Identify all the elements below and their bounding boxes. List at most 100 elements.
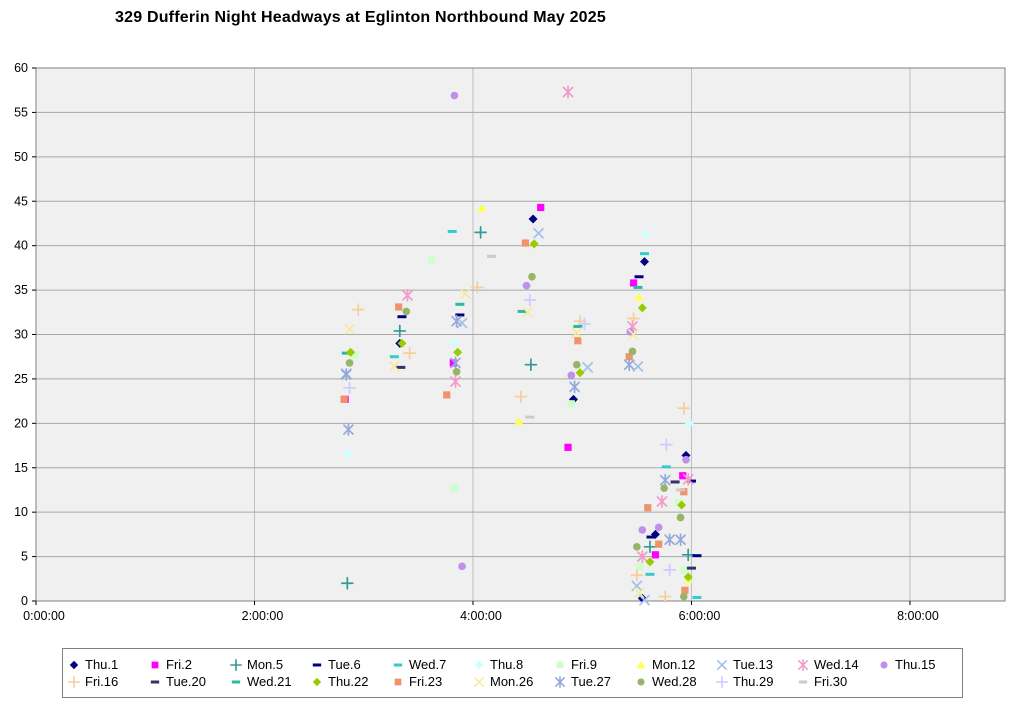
legend-item-tue-6: Tue.6 [310, 657, 391, 672]
y-axis-tick-label: 5 [21, 550, 28, 564]
legend-label: Fri.16 [85, 674, 119, 689]
y-axis-tick-label: 40 [14, 239, 28, 253]
chart-title: 329 Dufferin Night Headways at Eglinton … [115, 9, 606, 26]
legend-item-wed-7: Wed.7 [391, 657, 472, 672]
legend-item-mon-12: Mon.12 [634, 657, 715, 672]
legend-item-fri-9: Fri.9 [553, 657, 634, 672]
x-axis-tick-label: 0:00:00 [23, 609, 65, 623]
x-marker-icon [474, 676, 484, 687]
legend-item-wed-28: Wed.28 [634, 674, 715, 689]
y-axis-tick-label: 10 [14, 505, 28, 519]
series-fri-16 [351, 281, 691, 603]
y-axis-tick-label: 25 [14, 372, 28, 386]
legend-item-fri-23: Fri.23 [391, 674, 472, 689]
plus-marker-icon [68, 675, 80, 688]
diamond-marker-icon [474, 660, 484, 669]
x-axis-tick-label: 8:00:00 [897, 609, 939, 623]
legend-label: Fri.30 [814, 674, 848, 689]
triangle-marker-icon [636, 660, 646, 668]
legend-item-thu-1: Thu.1 [67, 657, 148, 672]
chart-legend: Thu.1 Fri.2 Mon.5 Tue.6 Wed.7 Thu.8 Fri.9 Mon.1… [62, 648, 963, 698]
legend-item-thu-29: Thu.29 [715, 674, 796, 689]
series-fri-23 [340, 239, 689, 594]
legend-label: Thu.8 [490, 657, 524, 672]
dash-marker-icon [312, 663, 322, 666]
diamond-marker-icon [312, 677, 322, 686]
series-mon-5 [340, 225, 695, 590]
y-axis-tick-label: 15 [14, 461, 28, 475]
circle-marker-icon [880, 660, 888, 669]
legend-item-tue-13: Tue.13 [715, 657, 796, 672]
series-tue-20 [396, 365, 696, 570]
circle-marker-icon [637, 677, 645, 686]
series-thu-15 [450, 91, 690, 571]
legend-item-fri-16: Fri.16 [67, 674, 148, 689]
legend-item-mon-26: Mon.26 [472, 674, 553, 689]
legend-label: Tue.27 [571, 674, 611, 689]
square-marker-icon [556, 661, 564, 668]
series-fri-9 [351, 256, 688, 574]
legend-item-fri-2: Fri.2 [148, 657, 229, 672]
dash-marker-icon [231, 680, 241, 683]
dash-marker-icon [393, 663, 403, 666]
x-marker-icon [717, 659, 727, 670]
series-tue-27 [340, 314, 686, 547]
legend-item-tue-27: Tue.27 [553, 674, 634, 689]
y-axis-tick-label: 45 [14, 194, 28, 208]
series-wed-28 [345, 272, 688, 601]
legend-item-wed-21: Wed.21 [229, 674, 310, 689]
x-axis-tick-label: 4:00:00 [460, 609, 502, 623]
y-axis-tick-label: 0 [21, 594, 28, 608]
legend-label: Thu.15 [895, 657, 936, 672]
series-wed-21 [341, 285, 643, 355]
legend-label: Fri.9 [571, 657, 597, 672]
legend-label: Mon.26 [490, 674, 534, 689]
plus-marker-icon [230, 658, 242, 671]
legend-label: Mon.5 [247, 657, 284, 672]
square-marker-icon [394, 678, 402, 685]
plus-marker-icon [716, 675, 728, 688]
series-tue-6 [397, 275, 702, 558]
legend-label: Fri.2 [166, 657, 192, 672]
series-wed-7 [389, 229, 702, 599]
y-axis-tick-label: 35 [14, 283, 28, 297]
legend-label: Thu.1 [85, 657, 119, 672]
x-axis-tick-label: 2:00:00 [242, 609, 284, 623]
legend-label: Wed.7 [409, 657, 447, 672]
legend-item-wed-14: Wed.14 [796, 657, 877, 672]
legend-label: Tue.20 [166, 674, 206, 689]
diamond-marker-icon [69, 660, 79, 669]
legend-label: Wed.21 [247, 674, 292, 689]
legend-label: Tue.13 [733, 657, 773, 672]
asterisk-marker-icon [798, 658, 808, 671]
series-thu-22 [346, 239, 693, 582]
square-marker-icon [151, 661, 159, 668]
legend-label: Mon.12 [652, 657, 696, 672]
legend-item-thu-15: Thu.15 [877, 657, 958, 672]
dash-marker-icon [798, 680, 808, 683]
legend-item-thu-8: Thu.8 [472, 657, 553, 672]
legend-label: Thu.29 [733, 674, 774, 689]
y-axis-tick-label: 55 [14, 105, 28, 119]
legend-label: Wed.14 [814, 657, 859, 672]
legend-label: Wed.28 [652, 674, 697, 689]
scatter-chart-plot: 0 5 10 15 20 25 30 35 40 45 50 55 60 0:00:00 2:00:00 4:… [14, 61, 1006, 623]
asterisk-marker-icon [555, 675, 565, 688]
y-axis-tick-label: 60 [14, 61, 28, 75]
y-axis-tick-label: 20 [14, 416, 28, 430]
legend-item-mon-5: Mon.5 [229, 657, 310, 672]
legend-label: Tue.6 [328, 657, 361, 672]
legend-label: Thu.22 [328, 674, 369, 689]
dash-marker-icon [150, 680, 160, 683]
y-axis-tick-label: 30 [14, 328, 28, 342]
series-thu-8 [342, 229, 694, 459]
legend-item-fri-30: Fri.30 [796, 674, 877, 689]
y-axis-tick-label: 50 [14, 150, 28, 164]
legend-item-tue-20: Tue.20 [148, 674, 229, 689]
x-axis-tick-label: 6:00:00 [679, 609, 721, 623]
series-mon-26 [344, 288, 645, 599]
legend-item-thu-22: Thu.22 [310, 674, 391, 689]
series-thu-29 [343, 293, 676, 577]
series-fri-30 [487, 254, 686, 492]
